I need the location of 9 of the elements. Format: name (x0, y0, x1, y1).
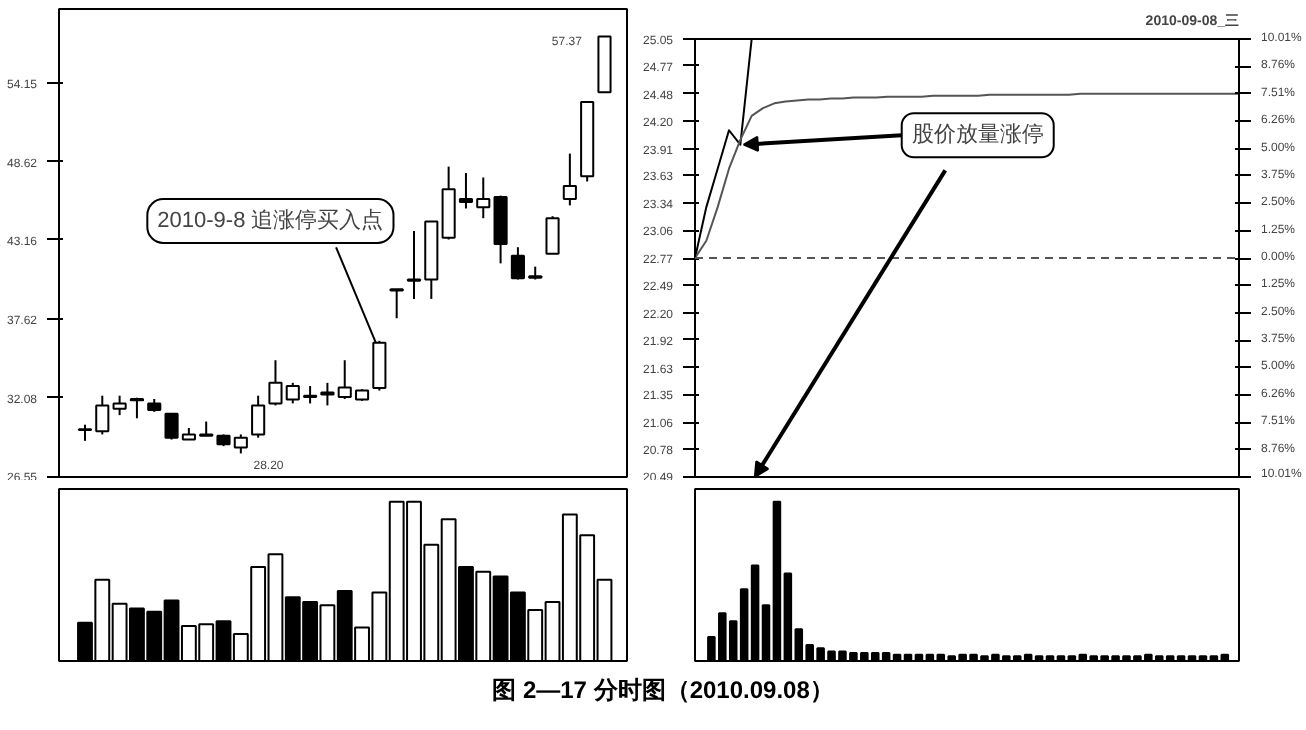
candlestick (389, 288, 404, 320)
candlestick (493, 194, 508, 265)
candlestick (545, 215, 560, 255)
annotation: 股价放量涨停 (911, 123, 1044, 148)
caption: 图 2—17 分时图（2010.09.08） (492, 674, 834, 708)
candlestick (112, 394, 127, 417)
candlestick (251, 394, 266, 439)
annotation: 2010-9-8 追涨停买入点 (157, 207, 384, 233)
candlestick (562, 152, 577, 207)
